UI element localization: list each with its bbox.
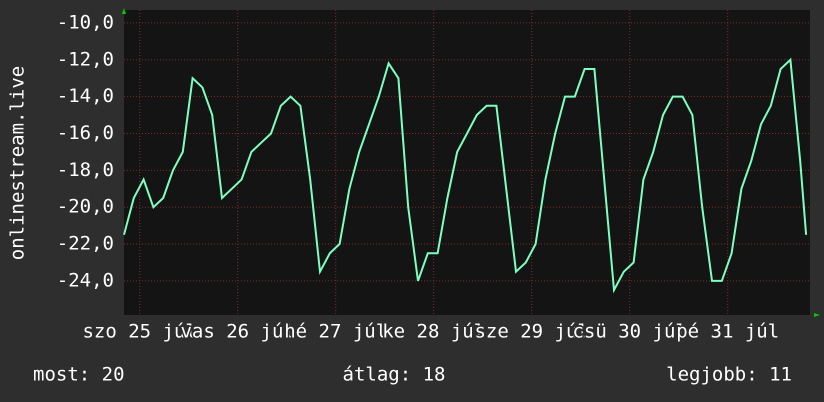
y-tick-label: -14,0: [57, 85, 114, 107]
x-tick-label: vas 26 júl: [180, 321, 294, 343]
plot-area: [124, 10, 810, 315]
stat-current: most: 20: [33, 364, 125, 386]
y-axis-arrow: [122, 8, 126, 14]
x-tick-label: hé 27 júl: [284, 321, 387, 343]
x-tick-label: sze 29 júl: [474, 321, 588, 343]
y-tick-label: -24,0: [57, 269, 114, 291]
y-tick-label: -22,0: [57, 233, 114, 255]
x-tick-label: csü 30 júl: [572, 321, 686, 343]
y-axis-label: onlinestream.live: [7, 66, 29, 260]
y-tick-label: -10,0: [57, 11, 114, 33]
y-tick-label: -16,0: [57, 122, 114, 144]
x-tick-label: szo 25 júl: [82, 321, 196, 343]
y-tick-label: -12,0: [57, 48, 114, 70]
stat-best: legjobb: 11: [666, 364, 792, 386]
x-axis-arrow: [814, 313, 820, 317]
y-tick-label: -20,0: [57, 196, 114, 218]
x-tick-label: pé 31 júl: [676, 321, 779, 343]
stat-average: átlag: 18: [343, 364, 446, 386]
line: [123, 57, 808, 294]
y-tick-label: -18,0: [57, 159, 114, 181]
x-tick-label: ke 28 júl: [382, 321, 485, 343]
